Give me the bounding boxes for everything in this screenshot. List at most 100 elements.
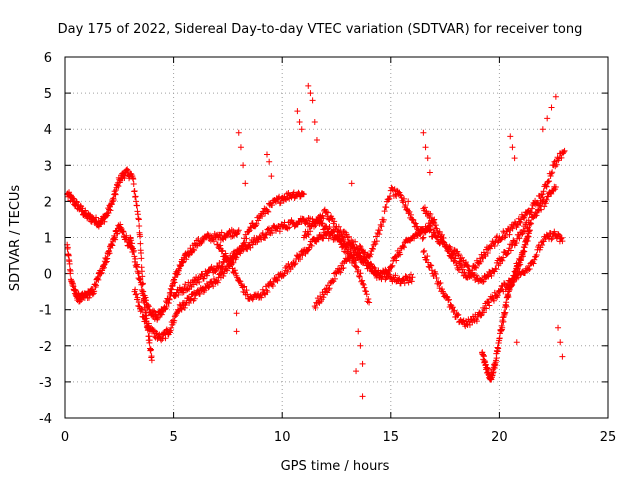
- data-point: [420, 248, 427, 255]
- data-point: [543, 183, 550, 190]
- data-point: [383, 204, 390, 211]
- data-point: [266, 158, 273, 165]
- data-point: [307, 241, 314, 248]
- data-point: [539, 126, 546, 133]
- data-point: [559, 238, 566, 245]
- data-point: [369, 245, 376, 252]
- data-point: [373, 238, 380, 245]
- y-tick-label: -1: [39, 304, 52, 319]
- data-point: [498, 283, 505, 290]
- data-point: [407, 211, 414, 218]
- data-point: [130, 247, 137, 254]
- data-point: [146, 333, 153, 340]
- data-point: [205, 284, 212, 291]
- data-point: [548, 104, 555, 111]
- data-point: [366, 261, 373, 268]
- data-point: [424, 253, 431, 260]
- data-point: [359, 280, 366, 287]
- data-point: [166, 296, 173, 303]
- data-point: [455, 252, 462, 259]
- data-point: [138, 306, 145, 313]
- data-point: [331, 275, 338, 282]
- data-point: [376, 227, 383, 234]
- data-point: [298, 126, 305, 133]
- y-tick-label: -3: [39, 376, 52, 391]
- data-point: [543, 196, 550, 203]
- data-point: [405, 198, 412, 205]
- data-point: [538, 206, 545, 213]
- data-point: [331, 218, 338, 225]
- data-point: [367, 251, 374, 258]
- data-point: [262, 235, 269, 242]
- data-point: [98, 220, 105, 227]
- data-point: [137, 233, 144, 240]
- data-point: [542, 200, 549, 207]
- data-point: [95, 276, 102, 283]
- data-point: [361, 284, 368, 291]
- data-point: [258, 294, 265, 301]
- data-point: [212, 268, 219, 275]
- data-point: [243, 287, 250, 294]
- data-point: [514, 221, 521, 228]
- data-point: [499, 324, 506, 331]
- data-point: [295, 189, 302, 196]
- data-point: [402, 202, 409, 209]
- data-point: [228, 255, 235, 262]
- data-point: [420, 234, 427, 241]
- data-point: [245, 228, 252, 235]
- data-point: [175, 291, 182, 298]
- data-point: [428, 262, 435, 269]
- data-point: [292, 260, 299, 267]
- y-tick-label: 4: [44, 123, 52, 138]
- data-point: [472, 272, 479, 279]
- data-point: [218, 229, 225, 236]
- data-point: [326, 285, 333, 292]
- data-point: [454, 312, 461, 319]
- data-point: [465, 263, 472, 270]
- data-point: [385, 196, 392, 203]
- data-point: [242, 180, 249, 187]
- data-point: [328, 230, 335, 237]
- data-point: [91, 288, 98, 295]
- data-point: [533, 212, 540, 219]
- data-point: [276, 228, 283, 235]
- data-point: [294, 108, 301, 115]
- x-tick-label: 5: [169, 430, 177, 445]
- data-point: [106, 250, 113, 257]
- data-point: [500, 254, 507, 261]
- data-point: [274, 277, 281, 284]
- data-point: [555, 231, 562, 238]
- data-point: [483, 305, 490, 312]
- data-point: [389, 262, 396, 269]
- data-point: [409, 274, 416, 281]
- data-point: [369, 245, 376, 252]
- data-point: [231, 267, 238, 274]
- data-point: [410, 217, 417, 224]
- data-point: [214, 279, 221, 286]
- data-point: [558, 154, 565, 161]
- data-point: [559, 353, 566, 360]
- data-point: [542, 183, 549, 190]
- data-point: [421, 247, 428, 254]
- data-point: [320, 235, 327, 242]
- data-point: [432, 222, 439, 229]
- data-point: [400, 195, 407, 202]
- data-point: [136, 222, 143, 229]
- data-point: [249, 220, 256, 227]
- data-point: [263, 151, 270, 158]
- data-point: [297, 193, 304, 200]
- data-point: [233, 310, 240, 317]
- data-point: [424, 155, 431, 162]
- data-point: [553, 161, 560, 168]
- data-point: [230, 250, 237, 257]
- data-point: [491, 243, 498, 250]
- data-point: [345, 233, 352, 240]
- data-point: [262, 231, 269, 238]
- data-point: [462, 259, 469, 266]
- data-point: [138, 249, 145, 256]
- data-point: [217, 242, 224, 249]
- data-point: [350, 241, 357, 248]
- data-point: [210, 283, 217, 290]
- data-point: [408, 278, 415, 285]
- data-point: [479, 278, 486, 285]
